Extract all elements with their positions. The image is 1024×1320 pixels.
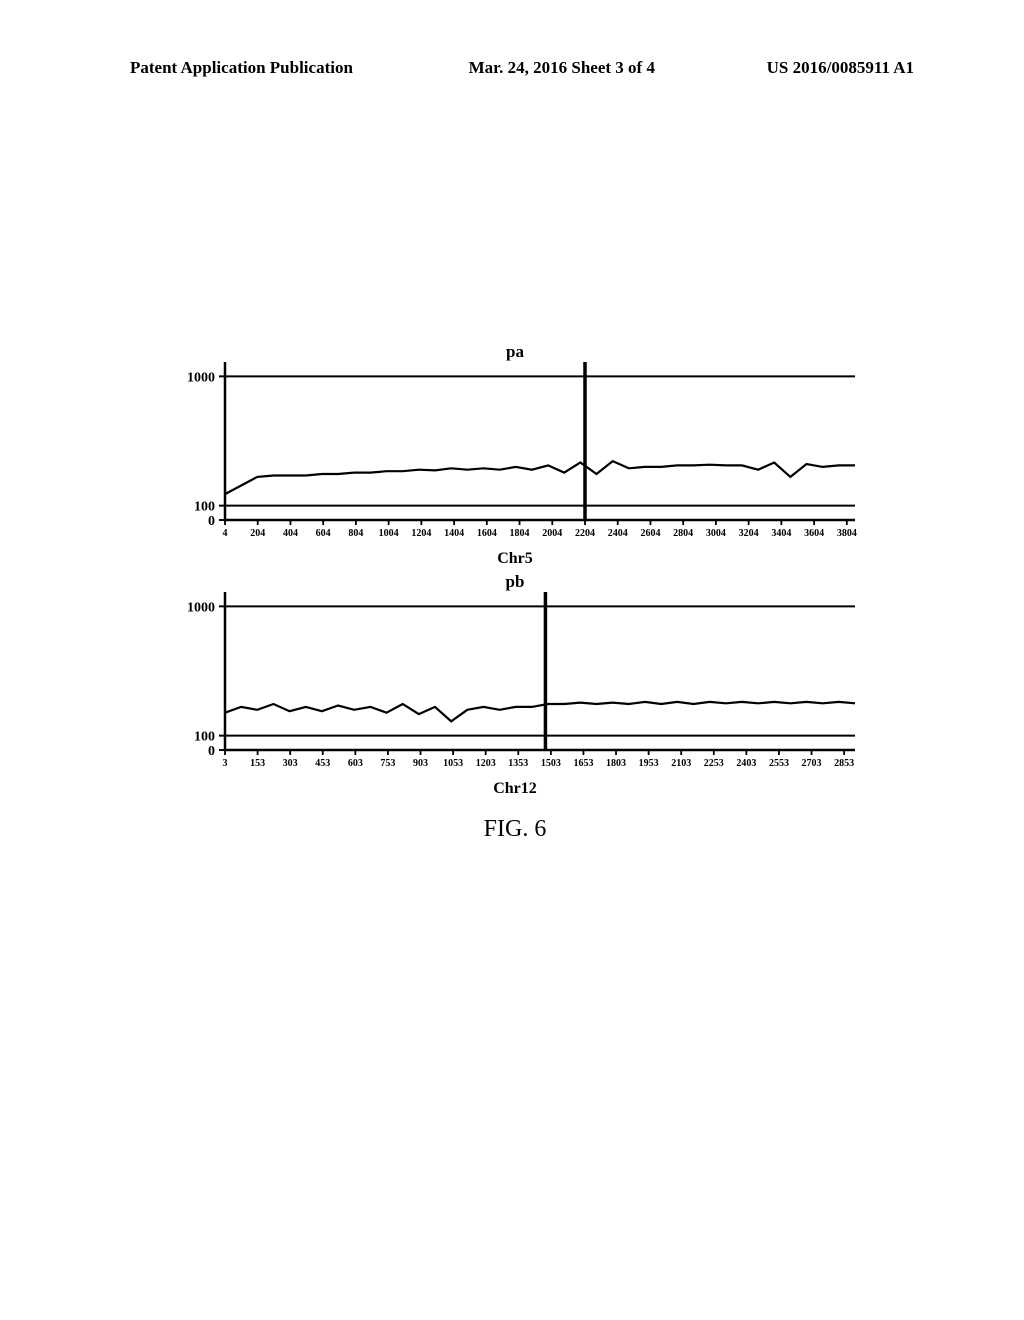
header-right: US 2016/0085911 A1 xyxy=(767,58,914,78)
svg-text:3804: 3804 xyxy=(837,528,857,539)
svg-text:3204: 3204 xyxy=(739,528,759,539)
svg-text:3004: 3004 xyxy=(706,528,726,539)
header-center: Mar. 24, 2016 Sheet 3 of 4 xyxy=(469,58,655,78)
svg-text:603: 603 xyxy=(348,758,363,769)
svg-text:1000: 1000 xyxy=(187,600,215,615)
svg-text:1004: 1004 xyxy=(379,528,399,539)
page-header: Patent Application Publication Mar. 24, … xyxy=(0,58,1024,78)
figure-caption: FIG. 6 xyxy=(165,816,865,843)
panel-pb-title: pb xyxy=(165,572,865,592)
svg-text:1503: 1503 xyxy=(541,758,561,769)
svg-text:2253: 2253 xyxy=(704,758,724,769)
svg-text:100: 100 xyxy=(194,730,215,745)
svg-text:1604: 1604 xyxy=(477,528,497,539)
svg-text:153: 153 xyxy=(250,758,265,769)
svg-text:204: 204 xyxy=(250,528,265,539)
svg-text:2804: 2804 xyxy=(673,528,693,539)
panel-pa-xlabel: Chr5 xyxy=(165,550,865,568)
svg-text:3604: 3604 xyxy=(804,528,824,539)
svg-text:0: 0 xyxy=(208,514,215,529)
svg-text:2703: 2703 xyxy=(802,758,822,769)
panel-pa-title: pa xyxy=(165,342,865,362)
svg-text:2404: 2404 xyxy=(608,528,628,539)
svg-text:1653: 1653 xyxy=(573,758,593,769)
svg-text:1353: 1353 xyxy=(508,758,528,769)
svg-text:1053: 1053 xyxy=(443,758,463,769)
svg-text:2604: 2604 xyxy=(640,528,660,539)
svg-text:4: 4 xyxy=(223,528,228,539)
svg-text:903: 903 xyxy=(413,758,428,769)
svg-text:1204: 1204 xyxy=(411,528,431,539)
svg-text:3404: 3404 xyxy=(771,528,791,539)
panel-pa-chart: 0100 1000 4 204 404 604 804 1004 1204 1404 1604 180… xyxy=(165,348,865,548)
svg-text:753: 753 xyxy=(380,758,395,769)
svg-text:1804: 1804 xyxy=(510,528,530,539)
svg-text:604: 604 xyxy=(316,528,331,539)
svg-text:1404: 1404 xyxy=(444,528,464,539)
svg-text:3: 3 xyxy=(223,758,228,769)
svg-text:2553: 2553 xyxy=(769,758,789,769)
svg-text:1000: 1000 xyxy=(187,370,215,385)
svg-text:2103: 2103 xyxy=(671,758,691,769)
svg-text:1803: 1803 xyxy=(606,758,626,769)
svg-text:1203: 1203 xyxy=(476,758,496,769)
svg-text:2403: 2403 xyxy=(736,758,756,769)
patent-page: Patent Application Publication Mar. 24, … xyxy=(0,0,1024,1320)
panel-pa: pa 0100100042044046048041004120414041604… xyxy=(165,348,865,568)
svg-text:100: 100 xyxy=(194,500,215,515)
svg-text:804: 804 xyxy=(348,528,363,539)
svg-text:453: 453 xyxy=(315,758,330,769)
svg-text:0: 0 xyxy=(208,744,215,759)
header-left: Patent Application Publication xyxy=(130,58,353,78)
svg-text:2004: 2004 xyxy=(542,528,562,539)
panel-pb: pb 0100100031533034536037539031053120313… xyxy=(165,578,865,798)
svg-text:404: 404 xyxy=(283,528,298,539)
svg-text:2853: 2853 xyxy=(834,758,854,769)
svg-text:303: 303 xyxy=(283,758,298,769)
svg-text:2204: 2204 xyxy=(575,528,595,539)
panel-pb-xlabel: Chr12 xyxy=(165,780,865,798)
figure-6: pa 0100100042044046048041004120414041604… xyxy=(165,348,865,843)
panel-pb-chart: 0100 1000 3 153 303 453 603 753 903 1053 1203 1353 1… xyxy=(165,578,865,778)
svg-text:1953: 1953 xyxy=(639,758,659,769)
